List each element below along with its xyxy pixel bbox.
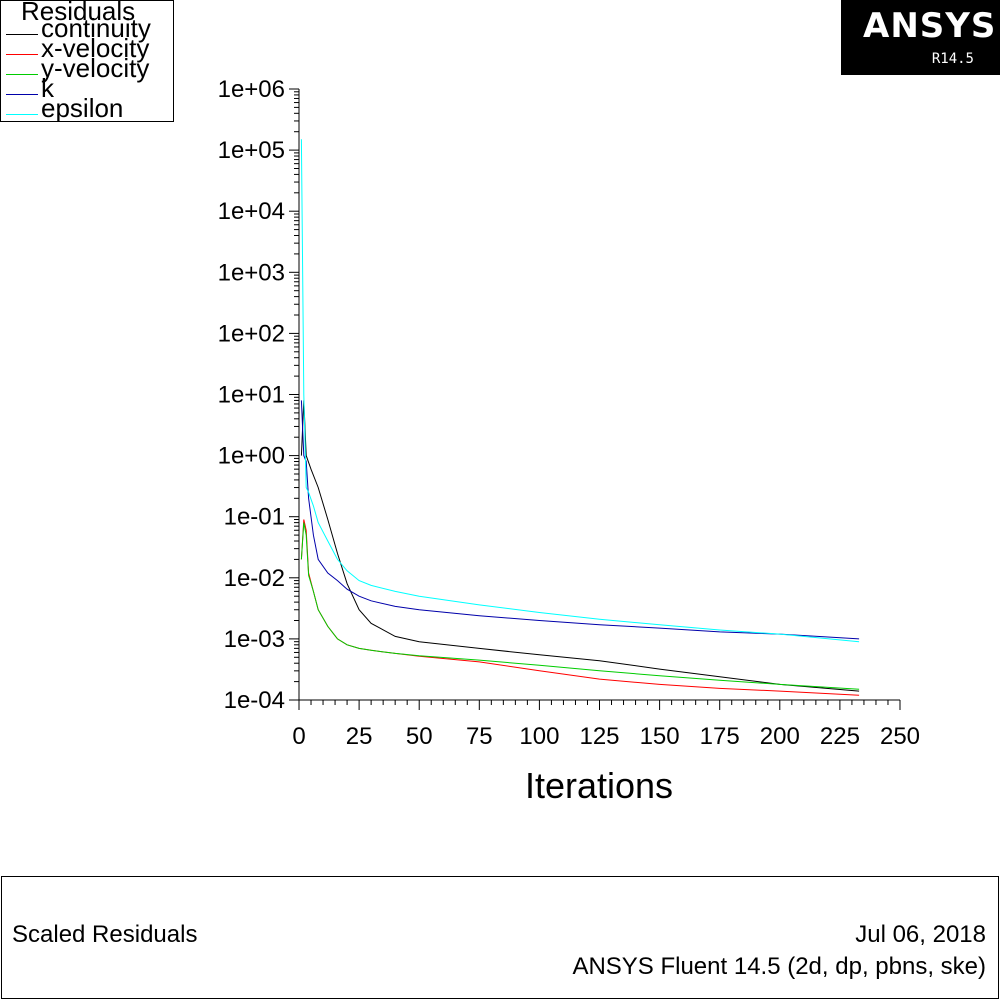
legend-swatch (6, 54, 38, 55)
ansys-logo: ANSYS R14.5 (841, 0, 1000, 75)
legend-swatch (6, 114, 38, 115)
x-tick-label: 125 (579, 723, 619, 750)
x-tick-label: 175 (700, 723, 740, 750)
x-tick-label: 0 (292, 723, 305, 750)
footer-product: ANSYS Fluent 14.5 (2d, dp, pbns, ske) (572, 953, 986, 980)
x-tick-label: 250 (880, 723, 920, 750)
y-tick-label: 1e+06 (218, 76, 285, 103)
x-tick-label: 75 (466, 723, 493, 750)
y-tick-label: 1e+00 (218, 443, 285, 470)
y-tick-label: 1e+01 (218, 382, 285, 409)
footer-title: Scaled Residuals (12, 921, 198, 948)
series-line-k (300, 400, 860, 640)
x-tick-label: 100 (519, 723, 559, 750)
y-tick-label: 1e+05 (218, 137, 285, 164)
y-tick-label: 1e+03 (218, 259, 285, 286)
x-tick-label: 50 (406, 723, 433, 750)
footer-panel: Scaled Residuals Jul 06, 2018 ANSYS Flue… (1, 876, 999, 999)
x-tick-label: 200 (760, 723, 800, 750)
legend-label: k (41, 73, 54, 103)
legend-title: Residuals (21, 0, 136, 26)
x-axis-label: Iterations (525, 765, 673, 806)
series-line-y-velocity (300, 522, 860, 690)
series-line-continuity (300, 400, 860, 692)
y-tick-label: 1e+02 (218, 320, 285, 347)
legend-label: y-velocity (41, 53, 150, 83)
y-tick-label: 1e-04 (224, 687, 285, 714)
y-tick-label: 1e+04 (218, 198, 285, 225)
y-tick-label: 1e-03 (224, 626, 285, 653)
legend-label: epsilon (41, 93, 124, 122)
legend-swatch (6, 94, 38, 95)
legend-swatch (6, 74, 38, 75)
x-tick-label: 25 (346, 723, 373, 750)
plot-axes: 1e-04 1e-03 1e-02 1e-01 1e+00 1e+01 1e+02 1e+03… (218, 76, 920, 750)
series-line-epsilon (300, 139, 860, 643)
series-lines (300, 139, 860, 696)
legend: Residuals continuity x-velocity y-velocity… (0, 0, 174, 122)
legend-label: x-velocity (41, 33, 150, 63)
logo-name: ANSYS (863, 6, 997, 46)
footer-date: Jul 06, 2018 (855, 921, 986, 948)
x-tick-label: 225 (820, 723, 860, 750)
logo-version: R14.5 (931, 51, 974, 67)
legend-swatch (6, 34, 38, 35)
y-tick-label: 1e-02 (224, 565, 285, 592)
x-tick-label: 150 (640, 723, 680, 750)
y-tick-label: 1e-01 (224, 504, 285, 531)
legend-label: continuity (41, 13, 151, 43)
